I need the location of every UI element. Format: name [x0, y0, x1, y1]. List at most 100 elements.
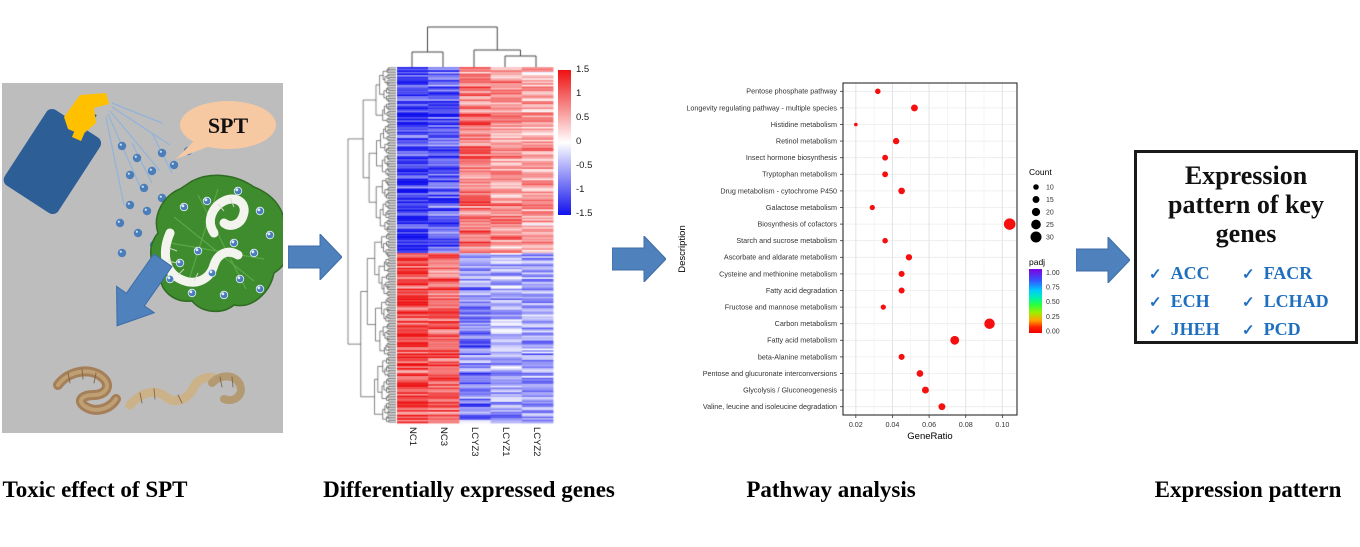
spray-bottle-icon	[3, 93, 109, 215]
pathway-dot	[938, 403, 946, 411]
count-legend-label: 10	[1046, 185, 1054, 192]
count-legend-label: 25	[1046, 222, 1054, 229]
pathway-label: Carbon metabolism	[775, 319, 837, 328]
speech-bubble: SPT	[176, 101, 276, 159]
gene-label: JHEH	[1170, 319, 1220, 339]
spt-label: SPT	[208, 113, 249, 138]
heatmap-colorbar	[558, 70, 571, 215]
gene-item: ✓ FACR	[1242, 263, 1349, 284]
padj-colorbar	[1029, 269, 1042, 333]
heatmap-column-label: NC3	[438, 427, 449, 447]
pathway-label: beta-Alanine metabolism	[758, 352, 837, 361]
caption-deg: Differentially expressed genes	[323, 477, 615, 502]
caption-expression: Expression pattern	[1154, 477, 1342, 502]
gene-item: ✓ ECH	[1149, 291, 1242, 312]
pathway-dot	[898, 187, 905, 195]
spray-trigger-icon	[64, 93, 109, 135]
pathway-dot	[869, 204, 875, 211]
gene-label: PCD	[1263, 319, 1301, 339]
pathway-dot	[898, 287, 905, 294]
pathway-label: Glycolysis / Gluconeogenesis	[743, 386, 837, 395]
padj-tick-label: 0.50	[1046, 299, 1060, 306]
gene-item: ✓ PCD	[1242, 319, 1349, 340]
check-icon: ✓	[1242, 267, 1255, 283]
count-legend-label: 15	[1046, 197, 1054, 204]
pathway-label: Retinol metabolism	[776, 137, 837, 146]
pathway-label: Fatty acid metabolism	[767, 336, 837, 345]
flow-arrow-icon	[612, 236, 666, 282]
pathway-dot	[950, 335, 960, 345]
count-legend-label: 30	[1046, 235, 1054, 242]
flow-arrow-icon	[288, 234, 342, 280]
pathway-label: Galactose metabolism	[766, 203, 837, 212]
y-axis-title: Description	[677, 225, 688, 273]
pathway-label: Fatty acid degradation	[766, 286, 837, 295]
heatmap-column-label: LCYZ2	[531, 427, 542, 457]
spray-lines	[105, 102, 173, 206]
padj-tick-label: 0.25	[1046, 314, 1060, 321]
pathway-dot	[898, 353, 905, 360]
pathway-dot	[882, 171, 889, 178]
padj-tick-label: 1.00	[1046, 270, 1060, 277]
pathway-label: Valine, leucine and isoleucine degradati…	[703, 402, 837, 411]
heatmap-canvas	[345, 18, 595, 470]
pathway-dot	[882, 237, 888, 244]
pathway-label: Biosynthesis of cofactors	[758, 220, 838, 229]
pathway-label: Ascorbate and aldarate metabolism	[724, 253, 837, 262]
gene-label: LCHAD	[1263, 291, 1329, 311]
pathway-dot	[875, 88, 881, 95]
pathway-label: Pentose phosphate pathway	[746, 87, 837, 96]
x-tick-label: 0.08	[959, 420, 973, 429]
padj-tick-label: 0.00	[1046, 328, 1060, 335]
colorbar-tick: -0.5	[576, 160, 593, 171]
pathway-dot	[910, 104, 918, 112]
count-legend-label: 20	[1046, 210, 1054, 217]
heatmap-column-label: LCYZ3	[469, 427, 480, 457]
toxic-effect-illustration: SPT	[2, 83, 283, 433]
pathway-dot	[984, 318, 995, 329]
colorbar-tick: 1.5	[576, 64, 590, 75]
x-axis-title: GeneRatio	[907, 431, 952, 442]
pathway-dot	[882, 154, 889, 161]
colorbar-tick: 1	[576, 88, 582, 99]
heatmap-panel: NC1 NC3 LCYZ3 LCYZ1 LCYZ2 1.5 1 0.5 0 -0…	[345, 18, 605, 470]
leaf-with-silkworms	[150, 174, 283, 313]
gene-label: ACC	[1170, 263, 1210, 283]
pathway-label: Histidine metabolism	[771, 120, 837, 129]
pathway-dot	[921, 386, 929, 394]
pathway-dot	[1003, 218, 1016, 230]
gene-label: FACR	[1263, 263, 1313, 283]
gene-item: ✓ LCHAD	[1242, 291, 1349, 312]
padj-tick-label: 0.75	[1046, 285, 1060, 292]
x-tick-label: 0.04	[885, 420, 899, 429]
pathway-label: Tryptophan metabolism	[762, 170, 837, 179]
flow-arrow-icon	[1076, 237, 1130, 283]
check-icon: ✓	[1149, 295, 1162, 311]
check-icon: ✓	[1149, 323, 1162, 339]
pathway-dot	[916, 370, 924, 377]
colorbar-tick: -1.5	[576, 208, 593, 219]
pathway-label: Drug metabolism - cytochrome P450	[720, 186, 837, 195]
gene-item: ✓ ACC	[1149, 263, 1242, 284]
padj-legend-title: padj	[1029, 257, 1045, 267]
silkworm-icon	[160, 194, 249, 287]
dead-silkworms	[53, 366, 245, 415]
pathway-label: Pentose and glucuronate interconversions	[703, 369, 838, 378]
heatmap-column-label: NC1	[407, 427, 418, 447]
pathway-label: Starch and sucrose metabolism	[736, 236, 837, 245]
gene-label: ECH	[1170, 291, 1210, 311]
x-tick-label: 0.10	[995, 420, 1009, 429]
expression-box-title: Expression pattern of key genes	[1168, 161, 1324, 249]
pathway-label: Insect hormone biosynthesis	[746, 153, 837, 162]
colorbar-tick: 0	[576, 136, 582, 147]
pathway-label: Longevity regulating pathway - multiple …	[686, 103, 837, 112]
check-icon: ✓	[1242, 295, 1255, 311]
pathway-dot	[854, 122, 858, 127]
down-arrow-icon	[116, 253, 173, 327]
pathway-label: Fructose and mannose metabolism	[725, 303, 837, 312]
x-tick-label: 0.02	[849, 420, 863, 429]
pathway-dot	[905, 254, 913, 261]
pathway-dotplot-svg: Pentose phosphate pathway Longevity regul…	[677, 82, 1060, 442]
check-icon: ✓	[1242, 323, 1255, 339]
